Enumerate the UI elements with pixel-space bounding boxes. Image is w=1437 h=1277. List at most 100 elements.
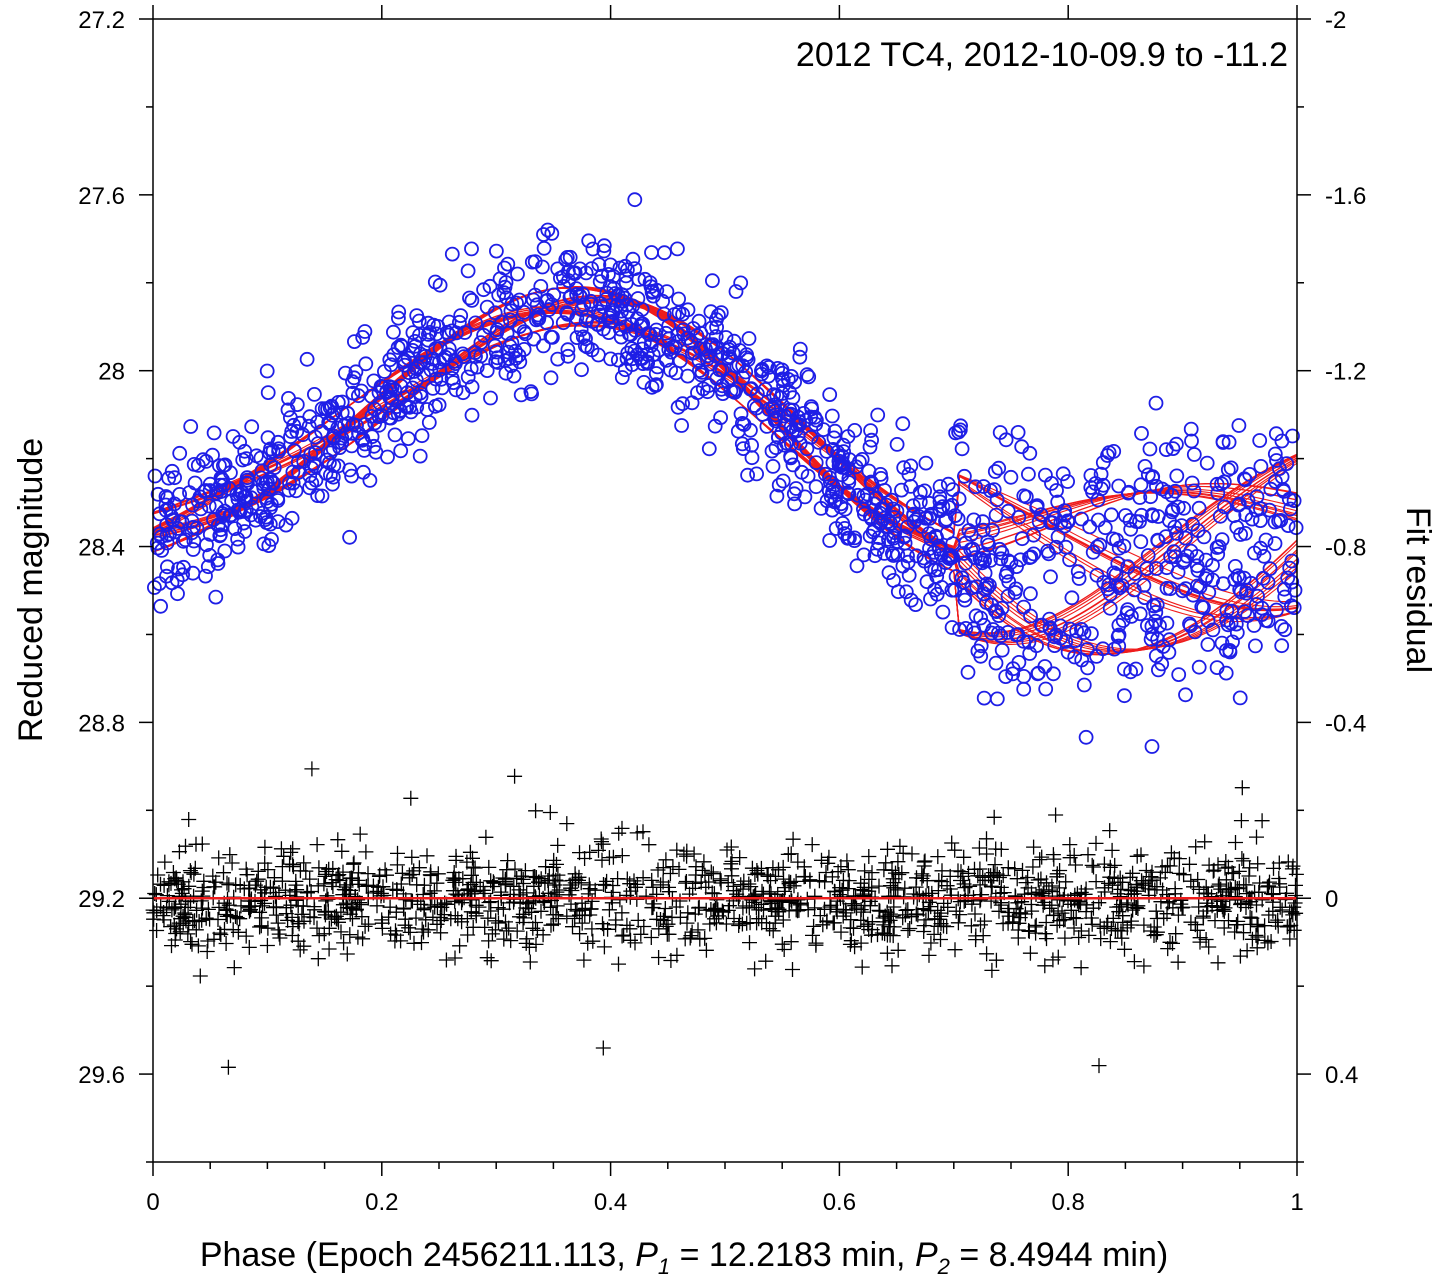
observation-point bbox=[1237, 471, 1252, 487]
residual-point bbox=[1239, 943, 1255, 959]
residual-point bbox=[713, 875, 729, 891]
residual-point bbox=[749, 915, 765, 931]
observation-point bbox=[952, 422, 968, 438]
residual-point bbox=[664, 910, 680, 925]
residual-point bbox=[496, 931, 512, 947]
residual-point bbox=[923, 899, 939, 915]
residual-point bbox=[416, 902, 432, 918]
observation-point bbox=[1058, 539, 1074, 555]
observation-point bbox=[391, 304, 407, 320]
observation-point bbox=[405, 325, 421, 341]
residual-point bbox=[1242, 909, 1258, 925]
observation-point bbox=[385, 324, 401, 340]
observation-point bbox=[230, 539, 246, 555]
observation-point bbox=[1000, 625, 1016, 640]
residual-point bbox=[595, 1040, 611, 1056]
residual-point bbox=[653, 912, 668, 927]
residual-point bbox=[310, 878, 326, 894]
residual-point bbox=[627, 935, 643, 951]
residual-point bbox=[871, 902, 887, 918]
observation-point bbox=[1000, 588, 1016, 604]
observation-point bbox=[1170, 499, 1186, 515]
residual-point bbox=[1067, 887, 1083, 903]
observation-point bbox=[185, 565, 201, 581]
observation-point bbox=[1217, 499, 1232, 515]
residual-point bbox=[735, 900, 751, 916]
residual-point bbox=[321, 941, 337, 957]
y-axis-left-title: Reduced magnitude bbox=[12, 438, 50, 742]
residual-point bbox=[643, 930, 659, 945]
residual-point bbox=[454, 892, 470, 908]
observation-point bbox=[659, 284, 675, 300]
observation-point bbox=[1238, 507, 1254, 523]
observation-point bbox=[1057, 518, 1072, 534]
observation-point bbox=[1260, 575, 1276, 590]
observation-point bbox=[444, 246, 460, 262]
residual-point bbox=[153, 876, 168, 892]
residual-point bbox=[725, 893, 741, 909]
observation-point bbox=[1038, 681, 1054, 697]
observation-point bbox=[1112, 580, 1127, 596]
observation-point bbox=[206, 425, 222, 441]
observation-point bbox=[1016, 599, 1032, 615]
residual-point bbox=[311, 860, 327, 876]
observation-point bbox=[988, 655, 1004, 671]
observation-point bbox=[775, 473, 791, 489]
observation-point bbox=[935, 604, 951, 620]
residual-point bbox=[930, 883, 946, 899]
residual-point bbox=[448, 852, 464, 868]
observation-point bbox=[1232, 690, 1248, 706]
residual-point bbox=[917, 853, 933, 869]
observation-point bbox=[1279, 456, 1295, 472]
residual-point bbox=[296, 855, 312, 871]
observation-point bbox=[922, 511, 937, 526]
residual-point bbox=[988, 952, 1004, 968]
residual-point bbox=[594, 834, 609, 850]
observation-point bbox=[984, 625, 999, 641]
observation-point bbox=[292, 415, 308, 431]
y-right-tick-label: -0.4 bbox=[1325, 710, 1366, 737]
residual-point bbox=[1045, 952, 1061, 968]
residual-point bbox=[1058, 874, 1074, 890]
observation-point bbox=[259, 515, 275, 530]
observation-point bbox=[976, 617, 992, 633]
residual-point bbox=[156, 912, 172, 928]
residual-point bbox=[833, 924, 849, 940]
observation-point bbox=[307, 458, 323, 474]
residual-point bbox=[1207, 913, 1223, 929]
residual-point bbox=[328, 911, 344, 927]
residual-point bbox=[611, 825, 627, 841]
observation-point bbox=[581, 233, 597, 249]
observation-point bbox=[985, 523, 1000, 538]
residual-point bbox=[1022, 945, 1038, 961]
observation-point bbox=[733, 406, 749, 422]
residual-point bbox=[1078, 881, 1094, 897]
residual-point bbox=[971, 840, 987, 856]
residual-point bbox=[325, 879, 341, 894]
residual-point bbox=[733, 877, 749, 893]
residual-point bbox=[1112, 889, 1128, 905]
residual-point bbox=[815, 917, 831, 933]
observation-point bbox=[306, 386, 322, 402]
residual-point bbox=[1133, 847, 1149, 863]
residual-point bbox=[481, 933, 497, 949]
observation-point bbox=[146, 580, 162, 595]
observation-point bbox=[1076, 677, 1092, 693]
observation-point bbox=[667, 307, 682, 322]
residual-point bbox=[1023, 897, 1039, 912]
residual-point bbox=[747, 961, 763, 977]
y-left-tick-label: 27.6 bbox=[78, 183, 125, 210]
residual-point bbox=[522, 954, 538, 970]
observation-point bbox=[826, 430, 842, 446]
residual-point bbox=[840, 881, 856, 897]
observation-point bbox=[968, 479, 983, 495]
observation-point bbox=[1114, 578, 1130, 593]
residual-point bbox=[900, 902, 916, 918]
observation-point bbox=[468, 349, 483, 364]
observation-point bbox=[694, 364, 710, 380]
residual-point bbox=[1096, 856, 1112, 872]
observation-point bbox=[1186, 483, 1202, 499]
residual-point bbox=[1021, 923, 1037, 939]
residual-point bbox=[619, 917, 635, 933]
